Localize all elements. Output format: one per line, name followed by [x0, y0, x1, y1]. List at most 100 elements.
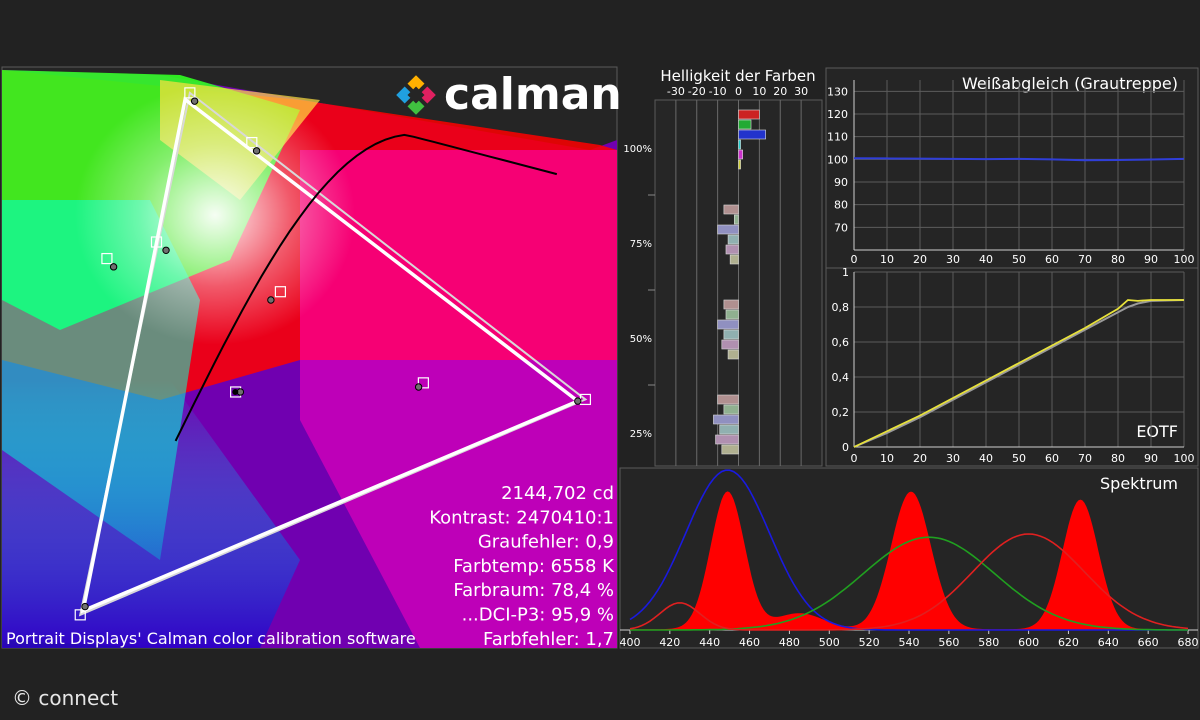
- spektrum-tick-label: 440: [699, 636, 720, 649]
- stat-line: Farbtemp: 6558 K: [453, 556, 615, 577]
- helligkeit-bar: [723, 404, 739, 415]
- helligkeit-bar: [729, 254, 739, 265]
- helligkeit-bar: [738, 139, 741, 150]
- helligkeit-bar: [725, 244, 739, 255]
- spektrum-tick-label: 620: [1058, 636, 1079, 649]
- measured-triangle: [80, 96, 582, 614]
- white-point: [232, 388, 239, 395]
- spektrum-tick-label: 680: [1178, 636, 1199, 649]
- wb-x-tick-label: 0: [851, 253, 858, 266]
- helligkeit-bar: [713, 414, 739, 425]
- eotf-y-tick-label: 0: [842, 441, 849, 454]
- caption: Portrait Displays' Calman color calibrat…: [6, 629, 416, 648]
- eotf-x-tick-label: 60: [1045, 452, 1059, 465]
- wb-y-tick-label: 120: [827, 108, 848, 121]
- wb-x-tick-label: 80: [1111, 253, 1125, 266]
- stat-line: ...DCI-P3: 95,9 %: [462, 605, 614, 626]
- helligkeit-bar: [734, 214, 739, 225]
- helligkeit-chart: Helligkeit der Farben -30 -20 -10 0 10 20 30 10…: [623, 67, 823, 481]
- helligkeit-level-label: 75%: [630, 239, 652, 250]
- helligkeit-bar: [727, 349, 739, 360]
- eotf-title: EOTF: [1136, 422, 1178, 441]
- stat-line: Kontrast: 2470410:1: [429, 507, 614, 528]
- spektrum-tick-label: 400: [619, 636, 640, 649]
- helligkeit-bar: [717, 394, 739, 405]
- eotf-x-tick-label: 100: [1174, 452, 1195, 465]
- wb-y-tick-label: 90: [834, 176, 848, 189]
- wb-x-tick-label: 50: [1012, 253, 1026, 266]
- helligkeit-tick-label: 30: [794, 85, 808, 98]
- helligkeit-tick-label: -20: [688, 85, 706, 98]
- stat-line: Farbraum: 78,4 %: [453, 580, 614, 601]
- wb-x-tick-label: 40: [979, 253, 993, 266]
- eotf-x-tick-label: 70: [1078, 452, 1092, 465]
- spektrum-title: Spektrum: [1100, 474, 1178, 493]
- measured-point: [414, 383, 423, 391]
- spektrum-filter-curve: [630, 536, 1189, 631]
- eotf-x-tick-label: 80: [1111, 452, 1125, 465]
- helligkeit-tick-label: 10: [752, 85, 766, 98]
- eotf-x-tick-label: 0: [851, 452, 858, 465]
- measured-point: [109, 263, 118, 271]
- wb-x-tick-label: 90: [1144, 253, 1158, 266]
- gamut-magenta: [300, 150, 617, 648]
- eotf-plot: 00,20,40,60,810 10 20 30 40 50 60 70 80 90 100: [832, 266, 1195, 465]
- wb-y-tick-label: 70: [834, 221, 848, 234]
- spektrum-tick-label: 560: [938, 636, 959, 649]
- wb-y-tick-label: 100: [827, 153, 848, 166]
- eotf-y-tick-label: 0,4: [832, 371, 850, 384]
- spektrum-tick-label: 480: [779, 636, 800, 649]
- wb-x-tick-label: 100: [1174, 253, 1195, 266]
- wb-x-tick-label: 10: [880, 253, 894, 266]
- helligkeit-bar: [723, 204, 739, 215]
- helligkeit-bar: [721, 339, 739, 350]
- target-marker: [101, 252, 113, 265]
- spektrum-tick-label: 500: [819, 636, 840, 649]
- spektrum-filter-curve: [629, 533, 1189, 631]
- helligkeit-tick-label: 0: [735, 85, 742, 98]
- weissabgleich-plot: 70 80 90 100 110 120 130 0 10 20 30 40 50 60 70 80 90 100: [827, 80, 1195, 266]
- gamut-blue: [2, 380, 300, 648]
- helligkeit-bar: [727, 234, 739, 245]
- eotf-y-tick-label: 0,8: [832, 301, 850, 314]
- wb-x-tick-label: 30: [946, 253, 960, 266]
- stat-line: 2144,702 cd: [501, 483, 614, 504]
- helligkeit-bar: [715, 434, 739, 445]
- target-marker: [74, 609, 86, 621]
- copyright: © connect: [12, 686, 119, 710]
- helligkeit-tick-label: -10: [709, 85, 727, 98]
- eotf-x-tick-label: 50: [1012, 452, 1026, 465]
- eotf-y-tick-label: 0,2: [832, 406, 850, 419]
- spektrum-area: [629, 491, 1189, 630]
- eotf-x-tick-label: 40: [979, 452, 993, 465]
- spektrum-tick-label: 580: [978, 636, 999, 649]
- helligkeit-tick-label: 20: [773, 85, 787, 98]
- eotf-measured-line: [853, 299, 1184, 448]
- target-marker: [184, 87, 196, 99]
- planckian-locus: [174, 133, 558, 442]
- wb-x-tick-label: 20: [913, 253, 927, 266]
- measured-point: [162, 246, 170, 254]
- wb-y-tick-label: 110: [827, 131, 848, 144]
- stat-line: Farbfehler: 1,7: [483, 629, 614, 650]
- helligkeit-level-label: 100%: [623, 144, 652, 155]
- eotf-x-tick-label: 30: [946, 452, 960, 465]
- target-marker: [417, 377, 429, 389]
- eotf-y-tick-label: 1: [842, 266, 849, 279]
- helligkeit-bar: [717, 319, 739, 330]
- helligkeit-bar: [717, 224, 739, 235]
- wb-x-tick-label: 60: [1045, 253, 1059, 266]
- spektrum-tick-label: 640: [1098, 636, 1119, 649]
- eotf-x-tick-label: 20: [913, 452, 927, 465]
- measured-point: [81, 602, 89, 611]
- stat-line: Graufehler: 0,9: [478, 532, 614, 553]
- spektrum-filter-curve: [629, 469, 1188, 631]
- wb-y-tick-label: 80: [834, 199, 848, 212]
- measured-point: [267, 296, 275, 304]
- wb-x-tick-label: 70: [1078, 253, 1092, 266]
- target-marker: [150, 236, 163, 248]
- measured-point: [190, 97, 199, 105]
- spektrum-tick-label: 660: [1138, 636, 1159, 649]
- gamut-white: [75, 85, 355, 345]
